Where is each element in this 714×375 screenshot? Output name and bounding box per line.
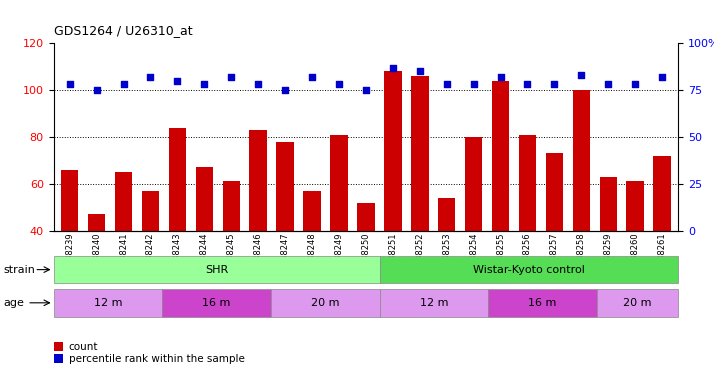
Point bbox=[522, 81, 533, 87]
Bar bbox=[488, 289, 597, 317]
Point bbox=[333, 81, 345, 87]
Text: count: count bbox=[69, 342, 98, 351]
Point bbox=[414, 68, 426, 74]
Bar bbox=[384, 71, 401, 231]
Point bbox=[171, 78, 183, 84]
Point bbox=[198, 81, 210, 87]
Bar bbox=[223, 182, 240, 231]
Point bbox=[306, 74, 318, 80]
Text: 20 m: 20 m bbox=[311, 298, 339, 308]
Text: 12 m: 12 m bbox=[420, 298, 448, 308]
Bar bbox=[492, 81, 509, 231]
Bar bbox=[626, 182, 644, 231]
Bar bbox=[380, 256, 678, 283]
Point bbox=[468, 81, 479, 87]
Point bbox=[279, 87, 291, 93]
Point bbox=[91, 87, 102, 93]
Text: 16 m: 16 m bbox=[202, 298, 231, 308]
Bar bbox=[61, 170, 79, 231]
Point bbox=[441, 81, 453, 87]
Bar bbox=[653, 156, 671, 231]
Bar bbox=[276, 142, 294, 231]
Bar bbox=[545, 153, 563, 231]
Bar bbox=[88, 214, 106, 231]
Text: 20 m: 20 m bbox=[623, 298, 652, 308]
Bar bbox=[115, 172, 132, 231]
Point bbox=[360, 87, 371, 93]
Point bbox=[387, 64, 398, 70]
Point bbox=[575, 72, 587, 78]
Point bbox=[656, 74, 668, 80]
Bar bbox=[249, 130, 267, 231]
Bar bbox=[54, 289, 162, 317]
Text: SHR: SHR bbox=[205, 265, 228, 274]
Point bbox=[226, 74, 237, 80]
Bar bbox=[465, 137, 483, 231]
Bar bbox=[169, 128, 186, 231]
Text: strain: strain bbox=[4, 265, 36, 274]
Bar bbox=[519, 135, 536, 231]
Bar bbox=[303, 191, 321, 231]
Bar bbox=[196, 167, 213, 231]
Text: 12 m: 12 m bbox=[94, 298, 122, 308]
Point bbox=[549, 81, 560, 87]
Bar bbox=[357, 202, 375, 231]
Bar bbox=[597, 289, 678, 317]
Bar bbox=[54, 342, 63, 351]
Bar bbox=[573, 90, 590, 231]
Bar bbox=[54, 354, 63, 363]
Bar bbox=[438, 198, 456, 231]
Point bbox=[118, 81, 129, 87]
Point bbox=[64, 81, 76, 87]
Bar bbox=[271, 289, 380, 317]
Bar bbox=[411, 76, 428, 231]
Bar bbox=[162, 289, 271, 317]
Point bbox=[495, 74, 506, 80]
Point bbox=[630, 81, 641, 87]
Text: Wistar-Kyoto control: Wistar-Kyoto control bbox=[473, 265, 585, 274]
Text: age: age bbox=[4, 298, 24, 308]
Bar bbox=[54, 256, 380, 283]
Text: GDS1264 / U26310_at: GDS1264 / U26310_at bbox=[54, 24, 192, 38]
Bar bbox=[142, 191, 159, 231]
Point bbox=[145, 74, 156, 80]
Bar bbox=[331, 135, 348, 231]
Text: 16 m: 16 m bbox=[528, 298, 557, 308]
Bar bbox=[380, 289, 488, 317]
Point bbox=[253, 81, 264, 87]
Text: percentile rank within the sample: percentile rank within the sample bbox=[69, 354, 244, 363]
Point bbox=[603, 81, 614, 87]
Bar bbox=[600, 177, 617, 231]
